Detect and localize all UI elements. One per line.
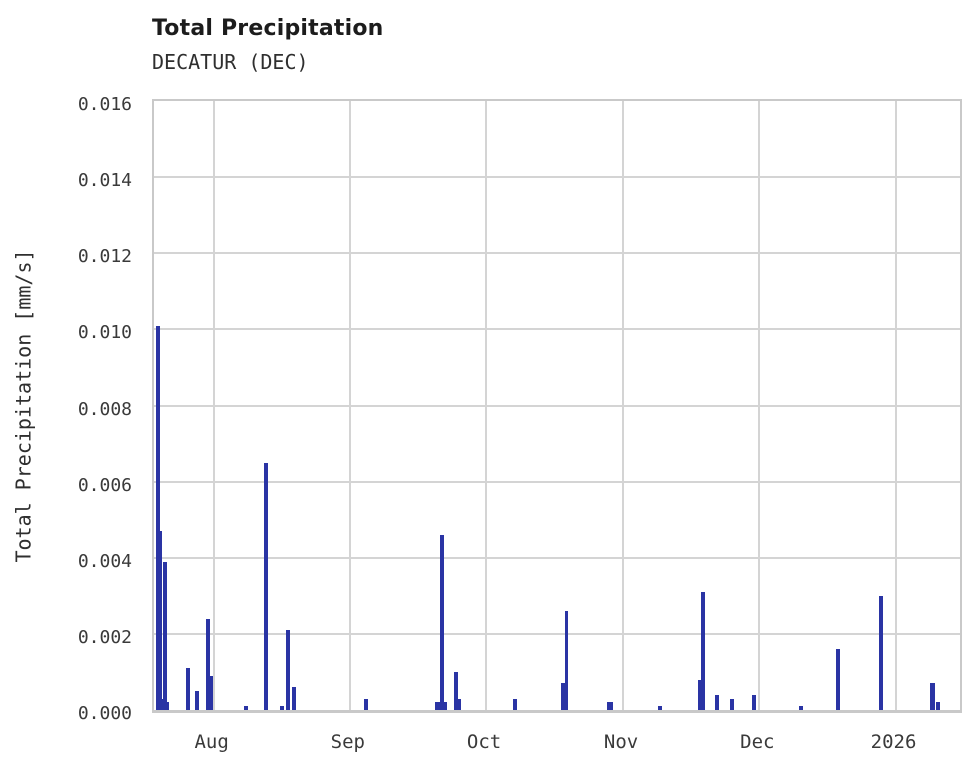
x-tick-label: Dec bbox=[740, 731, 775, 753]
precipitation-bar bbox=[439, 534, 444, 710]
y-tick-label: 0.000 bbox=[77, 703, 132, 724]
precipitation-bar bbox=[194, 690, 199, 710]
precipitation-bar bbox=[730, 698, 735, 710]
x-tick-label: Sep bbox=[330, 731, 366, 753]
y-gridline bbox=[154, 252, 960, 255]
y-tick-label: 0.010 bbox=[77, 322, 132, 344]
precipitation-bar bbox=[206, 618, 211, 710]
y-tick-label: 0.004 bbox=[77, 550, 132, 572]
x-gridline bbox=[348, 101, 351, 710]
precipitation-bar bbox=[698, 679, 703, 710]
y-tick-label: 0.012 bbox=[77, 246, 132, 268]
precipitation-bar bbox=[363, 698, 368, 710]
x-tick-label: Oct bbox=[466, 731, 502, 753]
chart-subtitle: DECATUR (DEC) bbox=[152, 50, 309, 74]
x-tick-label: 2026 bbox=[870, 731, 917, 753]
x-gridline bbox=[758, 101, 761, 710]
plot-area bbox=[152, 99, 962, 713]
y-gridline bbox=[154, 556, 960, 559]
precipitation-bar bbox=[444, 702, 448, 710]
x-gridline bbox=[212, 101, 215, 710]
precipitation-bar bbox=[714, 694, 719, 710]
y-gridline bbox=[154, 632, 960, 635]
x-tick-label: Nov bbox=[603, 731, 639, 753]
precipitation-bar bbox=[280, 706, 285, 710]
precipitation-bar bbox=[209, 675, 213, 710]
precipitation-bar bbox=[751, 694, 756, 710]
chart-title: Total Precipitation bbox=[152, 16, 384, 41]
y-tick-label: 0.006 bbox=[77, 474, 132, 496]
precipitation-bar bbox=[835, 649, 840, 710]
precipitation-bar bbox=[160, 698, 165, 710]
precipitation-bar bbox=[513, 698, 518, 710]
precipitation-bar bbox=[565, 611, 569, 710]
precipitation-bar bbox=[185, 668, 190, 710]
precipitation-bar bbox=[158, 531, 162, 710]
precipitation-bar bbox=[657, 706, 662, 710]
precipitation-bar bbox=[264, 462, 269, 710]
precipitation-bar bbox=[879, 595, 884, 710]
precipitation-bar bbox=[798, 706, 803, 710]
y-gridline bbox=[154, 480, 960, 483]
precipitation-bar bbox=[155, 325, 160, 710]
y-tick-label: 0.014 bbox=[77, 170, 132, 192]
precipitation-bar bbox=[561, 683, 568, 710]
precipitation-bar bbox=[292, 687, 297, 710]
precipitation-bar bbox=[166, 702, 170, 710]
precipitation-bar bbox=[457, 698, 461, 710]
precipitation-bar bbox=[607, 702, 614, 710]
x-gridline bbox=[894, 101, 897, 710]
y-gridline bbox=[154, 404, 960, 407]
precipitation-bar bbox=[435, 702, 441, 710]
y-tick-labels: 0.000 0.002 0.004 0.006 0.008 0.010 0.012 0.014… bbox=[0, 94, 140, 724]
y-gridline bbox=[154, 176, 960, 179]
precipitation-bar bbox=[285, 630, 290, 710]
x-gridline bbox=[485, 101, 488, 710]
x-tick-label: Aug bbox=[194, 731, 229, 753]
precipitation-bar bbox=[701, 592, 706, 710]
precipitation-bar bbox=[935, 702, 940, 710]
precipitation-bar bbox=[243, 706, 248, 710]
precipitation-bar bbox=[929, 683, 935, 710]
precipitation-bar bbox=[453, 671, 458, 710]
x-tick-labels: Aug Sep Oct Nov Dec 2026 bbox=[152, 731, 962, 761]
y-tick-label: 0.016 bbox=[77, 94, 132, 115]
y-gridline bbox=[154, 328, 960, 331]
x-gridline bbox=[622, 101, 625, 710]
y-tick-label: 0.002 bbox=[77, 626, 132, 648]
y-tick-label: 0.008 bbox=[77, 398, 132, 420]
precipitation-bar bbox=[162, 561, 167, 710]
